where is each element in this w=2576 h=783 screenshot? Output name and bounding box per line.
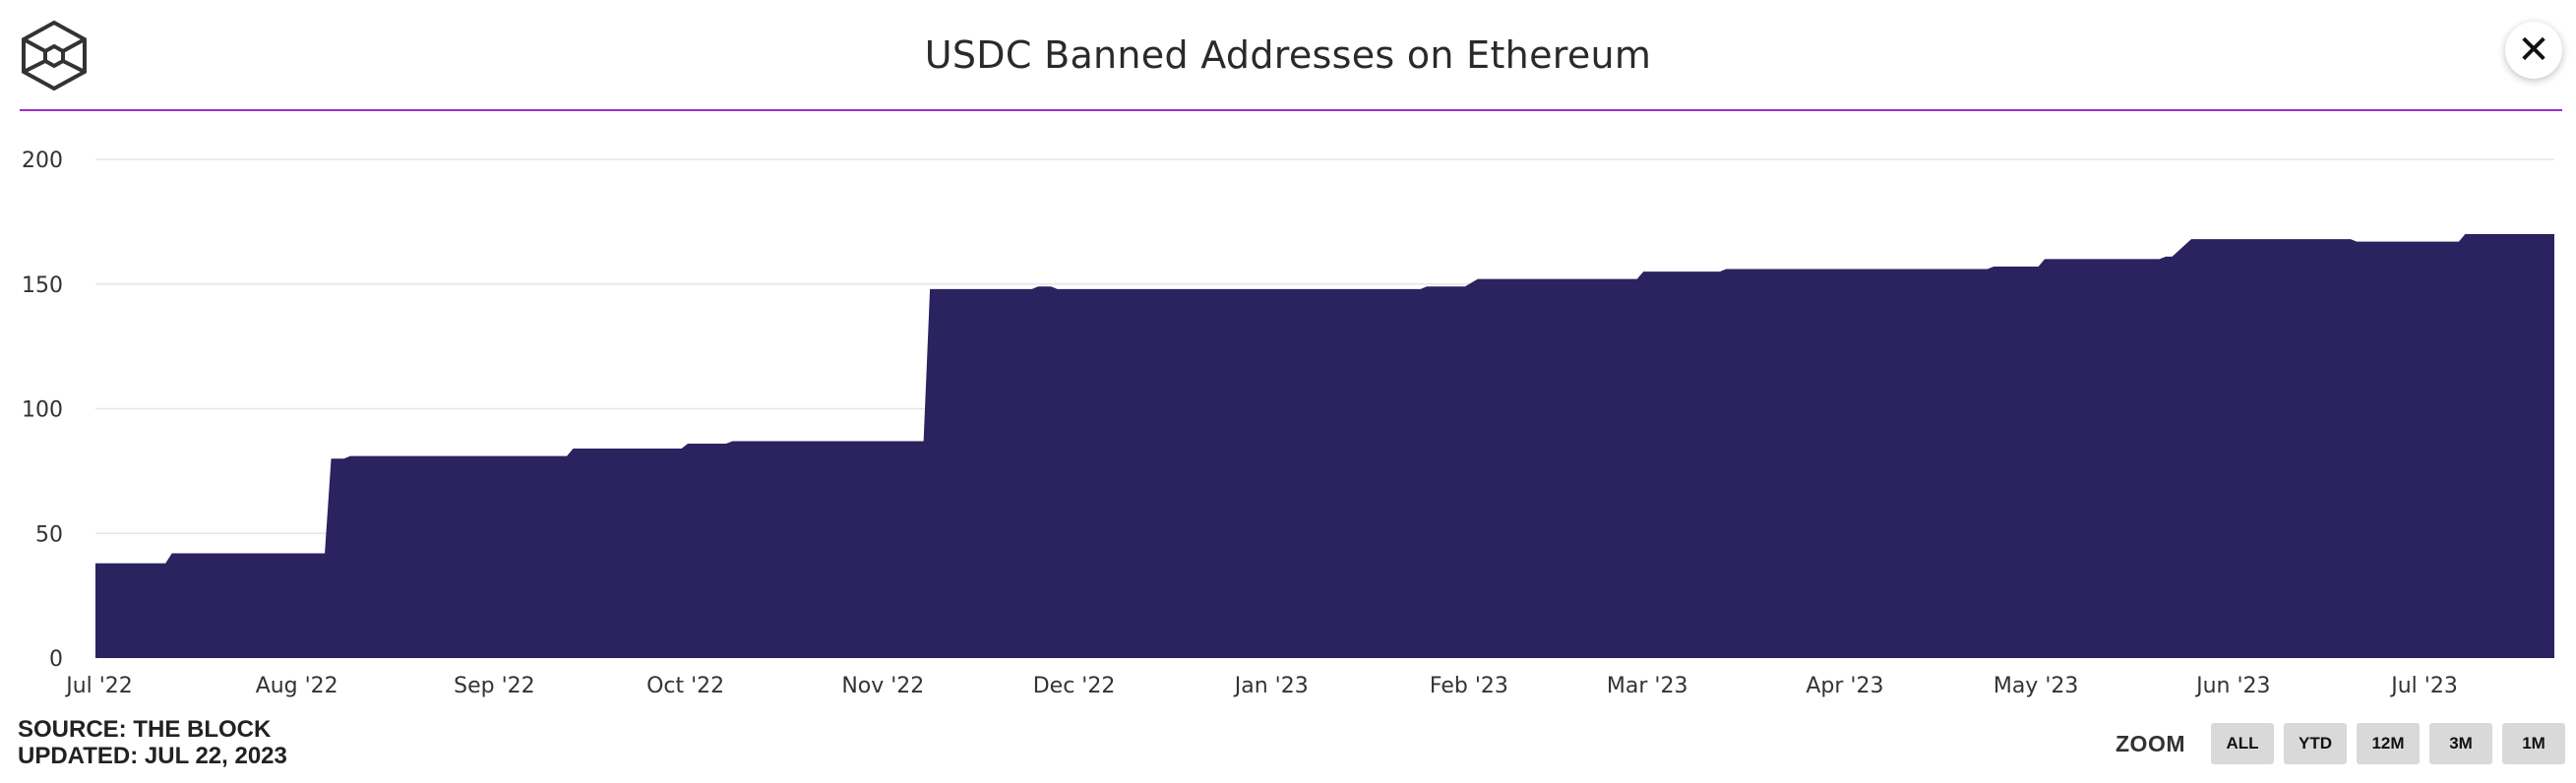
x-tick-label: Jan '23 (1233, 674, 1309, 698)
close-button[interactable]: ✕ (2505, 22, 2562, 79)
y-tick-label: 200 (22, 149, 63, 173)
x-tick-label: May '23 (1993, 674, 2079, 698)
the-block-logo-icon (22, 20, 87, 90)
zoom-3m-button[interactable]: 3M (2429, 723, 2492, 764)
x-tick-label: Aug '22 (256, 674, 338, 698)
x-tick-label: Dec '22 (1033, 674, 1116, 698)
x-tick-label: Jul '23 (2389, 674, 2458, 698)
close-icon: ✕ (2517, 28, 2550, 73)
y-tick-label: 100 (22, 398, 63, 423)
x-tick-label: Jul '22 (64, 674, 133, 698)
y-tick-label: 150 (22, 273, 63, 298)
area-chart: 0 50 100 150 200 Jul '22 Aug '22 Sep '22 Oct '2… (22, 149, 2554, 698)
x-tick-label: Mar '23 (1607, 674, 1688, 698)
y-tick-label: 0 (49, 647, 63, 672)
chart-title: USDC Banned Addresses on Ethereum (924, 33, 1652, 77)
zoom-label: ZOOM (2116, 730, 2185, 756)
y-axis: 0 50 100 150 200 (22, 149, 63, 672)
x-tick-label: Sep '22 (454, 674, 535, 698)
zoom-1m-button[interactable]: 1M (2502, 723, 2565, 764)
chart-area-layer (95, 234, 2554, 659)
updated-text: UPDATED: JUL 22, 2023 (18, 743, 287, 769)
source-note: SOURCE: THE BLOCK UPDATED: JUL 22, 2023 (18, 716, 287, 769)
zoom-all-button[interactable]: ALL (2211, 723, 2274, 764)
x-tick-label: Apr '23 (1806, 674, 1883, 698)
zoom-controls: ZOOM ALL YTD 12M 3M 1M (2116, 722, 2565, 765)
source-text: SOURCE: THE BLOCK (18, 716, 272, 743)
x-tick-label: Nov '22 (841, 674, 924, 698)
header-divider (20, 109, 2562, 111)
x-tick-label: Jun '23 (2194, 674, 2270, 698)
zoom-12m-button[interactable]: 12M (2357, 723, 2420, 764)
x-tick-label: Feb '23 (1430, 674, 1508, 698)
x-tick-label: Oct '22 (646, 674, 724, 698)
series-area (95, 234, 2554, 659)
zoom-ytd-button[interactable]: YTD (2284, 723, 2347, 764)
x-axis: Jul '22 Aug '22 Sep '22 Oct '22 Nov '22 Dec '… (64, 674, 2458, 698)
y-tick-label: 50 (35, 522, 63, 547)
